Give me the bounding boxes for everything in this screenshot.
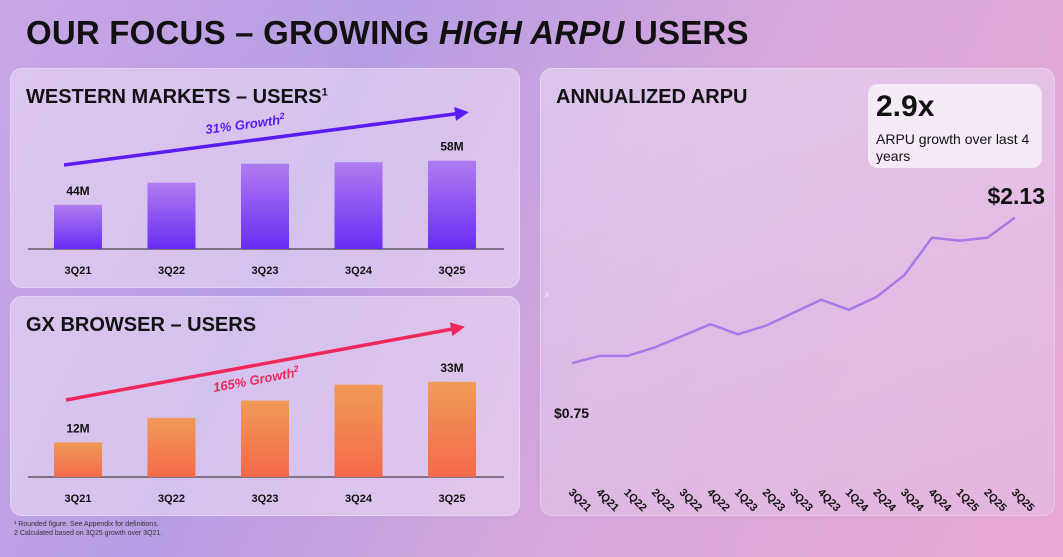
x-tick-4Q24: 4Q24: [926, 487, 954, 515]
bar-3Q21: [54, 442, 102, 477]
page-title: OUR FOCUS – GROWING HIGH ARPU USERS: [26, 14, 749, 51]
x-tick-4Q21: 4Q21: [594, 487, 622, 515]
x-tick-3Q21: 3Q21: [566, 487, 594, 515]
gx-panel-title: GX BROWSER – USERS: [26, 314, 257, 336]
arpu-growth-card: 2.9x ARPU growth over last 4 years: [868, 84, 1042, 168]
arpu-growth-caption: ARPU growth over last 4 years: [876, 131, 1030, 164]
bar-3Q24: [334, 162, 383, 249]
arpu-series-line: [571, 216, 1016, 365]
data-label-3Q21: 12M: [66, 421, 89, 435]
x-tick-3Q23: 3Q23: [787, 487, 815, 515]
arpu-line-chart: 3Q21 4Q21 1Q22 2Q22 3Q22 4Q22 1Q23 2Q23 3Q23 4Q23…: [554, 183, 1045, 515]
x-tick-3Q25: 3Q25: [439, 265, 466, 277]
x-tick-3Q24: 3Q24: [345, 265, 373, 277]
arpu-panel: ANNUALIZED ARPU 2.9x ARPU growth over la…: [540, 68, 1055, 516]
bar-3Q25: [428, 160, 476, 249]
growth-arrow: [63, 106, 469, 167]
footnotes: ¹ Rounded figure. See Appendix for defin…: [14, 520, 162, 538]
x-tick-2Q22: 2Q22: [649, 487, 677, 515]
x-tick-1Q25: 1Q25: [954, 487, 982, 515]
x-tick-4Q23: 4Q23: [815, 487, 843, 515]
footnote-2: 2 Calculated based on 3Q25 growth over 3…: [14, 530, 163, 537]
x-tick-1Q23: 1Q23: [732, 487, 760, 515]
bar-3Q25: [428, 381, 476, 477]
arpu-panel-title: ANNUALIZED ARPU: [556, 86, 748, 108]
x-tick-1Q22: 1Q22: [621, 487, 649, 515]
x-tick-1Q24: 1Q24: [843, 487, 871, 515]
bar-3Q23: [241, 400, 289, 477]
x-tick-4Q22: 4Q22: [704, 487, 732, 515]
bar-3Q24: [334, 384, 383, 477]
arpu-end-label: $2.13: [987, 183, 1045, 209]
gx-browser-panel: GX BROWSER – USERS 3Q21 3Q22 3Q23 3Q24 3Q25 1…: [10, 296, 520, 516]
x-tick-3Q21: 3Q21: [65, 265, 92, 277]
bar-3Q23: [241, 163, 289, 249]
growth-label: 31% Growth2: [204, 111, 286, 137]
western-users-chart: 3Q21 3Q22 3Q23 3Q24 3Q25 44M 58M 31% Growth2: [28, 106, 504, 277]
x-tick-3Q24: 3Q24: [345, 493, 373, 505]
x-tick-2Q23: 2Q23: [760, 487, 788, 515]
bar-3Q21: [54, 204, 102, 249]
data-label-3Q21: 44M: [66, 184, 89, 198]
x-tick-3Q22: 3Q22: [158, 265, 185, 277]
x-tick-3Q23: 3Q23: [252, 265, 279, 277]
arpu-start-label: $0.75: [554, 405, 589, 421]
western-markets-panel: WESTERN MARKETS – USERS1 3Q21 3Q22 3Q23 3Q2…: [10, 68, 520, 288]
growth-arrow: [65, 322, 465, 402]
arpu-growth-multiple: 2.9x: [876, 90, 935, 123]
x-tick-3Q23: 3Q23: [252, 493, 279, 505]
x-tick-2Q24: 2Q24: [870, 487, 898, 515]
x-tick-3Q22: 3Q22: [158, 493, 185, 505]
x-tick-3Q21: 3Q21: [65, 493, 92, 505]
x-tick-3Q25: 3Q25: [439, 493, 466, 505]
data-label-3Q25: 33M: [440, 361, 463, 375]
bar-3Q22: [147, 182, 196, 249]
x-tick-3Q25: 3Q25: [1009, 487, 1037, 515]
growth-label: 165% Growth2: [212, 363, 301, 395]
footnote-1: ¹ Rounded figure. See Appendix for defin…: [14, 521, 159, 528]
bar-3Q22: [147, 417, 196, 477]
x-tick-3Q24: 3Q24: [898, 487, 926, 515]
western-panel-title: WESTERN MARKETS – USERS1: [26, 86, 328, 108]
x-tick-2Q25: 2Q25: [981, 487, 1009, 515]
x-tick-3Q22: 3Q22: [677, 487, 705, 515]
data-label-3Q25: 58M: [440, 140, 463, 154]
gx-users-chart: 3Q21 3Q22 3Q23 3Q24 3Q25 12M 33M 165% Growth2: [28, 322, 504, 505]
